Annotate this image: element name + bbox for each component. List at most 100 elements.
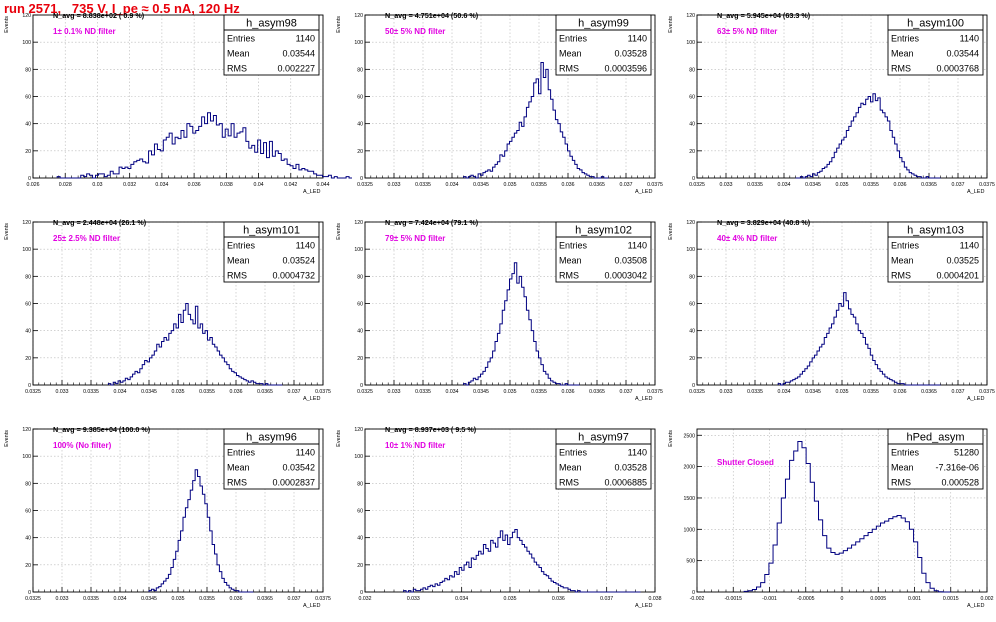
histogram-line [463,62,609,179]
y-tick-label: 1500 [683,496,695,502]
histogram-svg: 0.0325 0.033 0.0335 0.034 0.0345 0.035 0.0355 0… [4,218,331,402]
stats-value-rms: 0.0003768 [936,64,979,74]
navg-label: N_avg = 8.838e+02 ( 0.9 %) [53,11,145,20]
x-tick-label: 0.036 [552,596,565,602]
stats-label-mean: Mean [559,463,582,473]
x-tick-label: 0.037 [620,389,633,395]
histogram-name: h_asym98 [246,18,297,30]
x-tick-label: 0.0365 [589,182,605,188]
y-tick-label: 20 [357,563,363,569]
x-tick-label: 0.036 [562,182,575,188]
filter-annotation: 25± 2.5% ND filter [53,234,120,243]
histogram-svg: 0.026 0.028 0.03 0.032 0.034 0.036 0.038 0.04 0.… [4,11,352,195]
x-tick-label: 0.034 [114,389,127,395]
x-tick-label: 0.0375 [315,389,331,395]
stats-label-mean: Mean [559,256,582,266]
stats-label-rms: RMS [891,64,911,74]
y-tick-label: 100 [22,454,31,460]
stats-value-entries: 1140 [960,241,979,251]
y-tick-label: 120 [22,220,31,226]
x-axis-label: A_LED [635,603,652,609]
y-tick-label: 1000 [683,527,695,533]
stats-value-entries: 1140 [296,241,315,251]
y-axis-label: Events [336,430,342,447]
x-tick-label: 0.0365 [257,596,273,602]
x-tick-label: 0.033 [388,389,401,395]
x-tick-label: 0.0345 [473,182,489,188]
stats-label-entries: Entries [891,448,920,458]
x-tick-label: 0.036 [230,596,243,602]
y-tick-label: 100 [354,247,363,253]
y-tick-label: 80 [357,274,363,280]
y-tick-label: 20 [25,356,31,362]
y-tick-label: 60 [357,509,363,515]
stats-label-rms: RMS [559,271,579,281]
x-tick-label: 0.0325 [689,389,705,395]
x-tick-label: 0.034 [114,596,127,602]
plot-frame [364,428,656,593]
histogram-svg: 0.032 0.033 0.034 0.035 0.036 0.037 0.038 0 20 40… [336,425,662,609]
x-tick-label: 0.002 [981,596,994,602]
stats-value-rms: 0.000528 [941,478,979,488]
x-tick-label: 0 [841,596,844,602]
plot-frame [364,221,656,386]
histogram-name: h_asym101 [243,225,300,237]
x-axis-label: A_LED [635,396,652,402]
x-tick-label: 0.037 [952,182,965,188]
stats-value-entries: 1140 [960,34,979,44]
x-tick-label: 0.044 [317,182,330,188]
x-tick-label: 0.0365 [257,389,273,395]
stats-label-rms: RMS [559,64,579,74]
x-tick-label: 0.0335 [747,389,763,395]
x-tick-label: 0.036 [230,389,243,395]
stats-box [555,428,652,490]
navg-label: N_avg = 7.424e+04 (79.1 %) [385,218,479,227]
x-tick-label: -0.001 [762,596,777,602]
x-tick-label: 0.0375 [979,182,995,188]
x-tick-label: 0.036 [894,389,907,395]
y-tick-label: 80 [357,67,363,73]
x-axis-label: A_LED [303,603,320,609]
histogram-name: h_asym97 [578,432,629,444]
histogram-name: h_asym102 [575,225,632,237]
x-tick-label: 0.035 [172,596,185,602]
x-axis-label: A_LED [635,189,652,195]
x-tick-label: 0.033 [407,596,420,602]
y-tick-label: 80 [689,274,695,280]
x-axis-label: A_LED [303,189,320,195]
x-tick-label: 0.035 [172,389,185,395]
x-tick-label: -0.0015 [724,596,742,602]
filter-annotation: 40± 4% ND filter [717,234,777,243]
histogram-line [463,262,580,386]
x-tick-label: 0.036 [188,182,201,188]
x-tick-label: 0.0325 [357,389,373,395]
histogram-line [777,292,941,386]
page-title: run 2571, 735 V, I_pe ≈ 0.5 nA, 120 Hz [4,1,240,16]
stats-box [887,221,984,283]
y-tick-label: 80 [25,67,31,73]
y-tick-label: 60 [25,95,31,101]
y-tick-label: 20 [689,356,695,362]
y-tick-label: 120 [354,427,363,433]
stats-value-rms: 0.002227 [277,64,315,74]
y-tick-label: 100 [354,454,363,460]
navg-label: N_avg = 8.937e+03 ( 9.5 %) [385,425,477,434]
x-tick-label: 0.001 [908,596,921,602]
x-tick-label: 0.034 [778,182,791,188]
histogram-panel-h_asym103: 0.0325 0.033 0.0335 0.034 0.0345 0.035 0.0355 0… [664,207,996,414]
stats-label-entries: Entries [559,448,588,458]
y-tick-label: 60 [689,302,695,308]
stats-label-rms: RMS [891,478,911,488]
histogram-panel-h_asym102: 0.0325 0.033 0.0335 0.034 0.0345 0.035 0.0355 0… [332,207,664,414]
histogram-name: h_asym96 [246,432,297,444]
y-tick-label: 120 [22,427,31,433]
stats-label-mean: Mean [891,256,914,266]
histogram-line [403,529,641,593]
y-tick-label: 40 [689,122,695,128]
stats-label-entries: Entries [559,34,588,44]
filter-annotation: 50± 5% ND filter [385,27,445,36]
y-tick-label: 0 [692,383,695,389]
y-axis-label: Events [336,16,342,33]
x-tick-label: 0.033 [720,389,733,395]
plot-frame [32,14,324,179]
